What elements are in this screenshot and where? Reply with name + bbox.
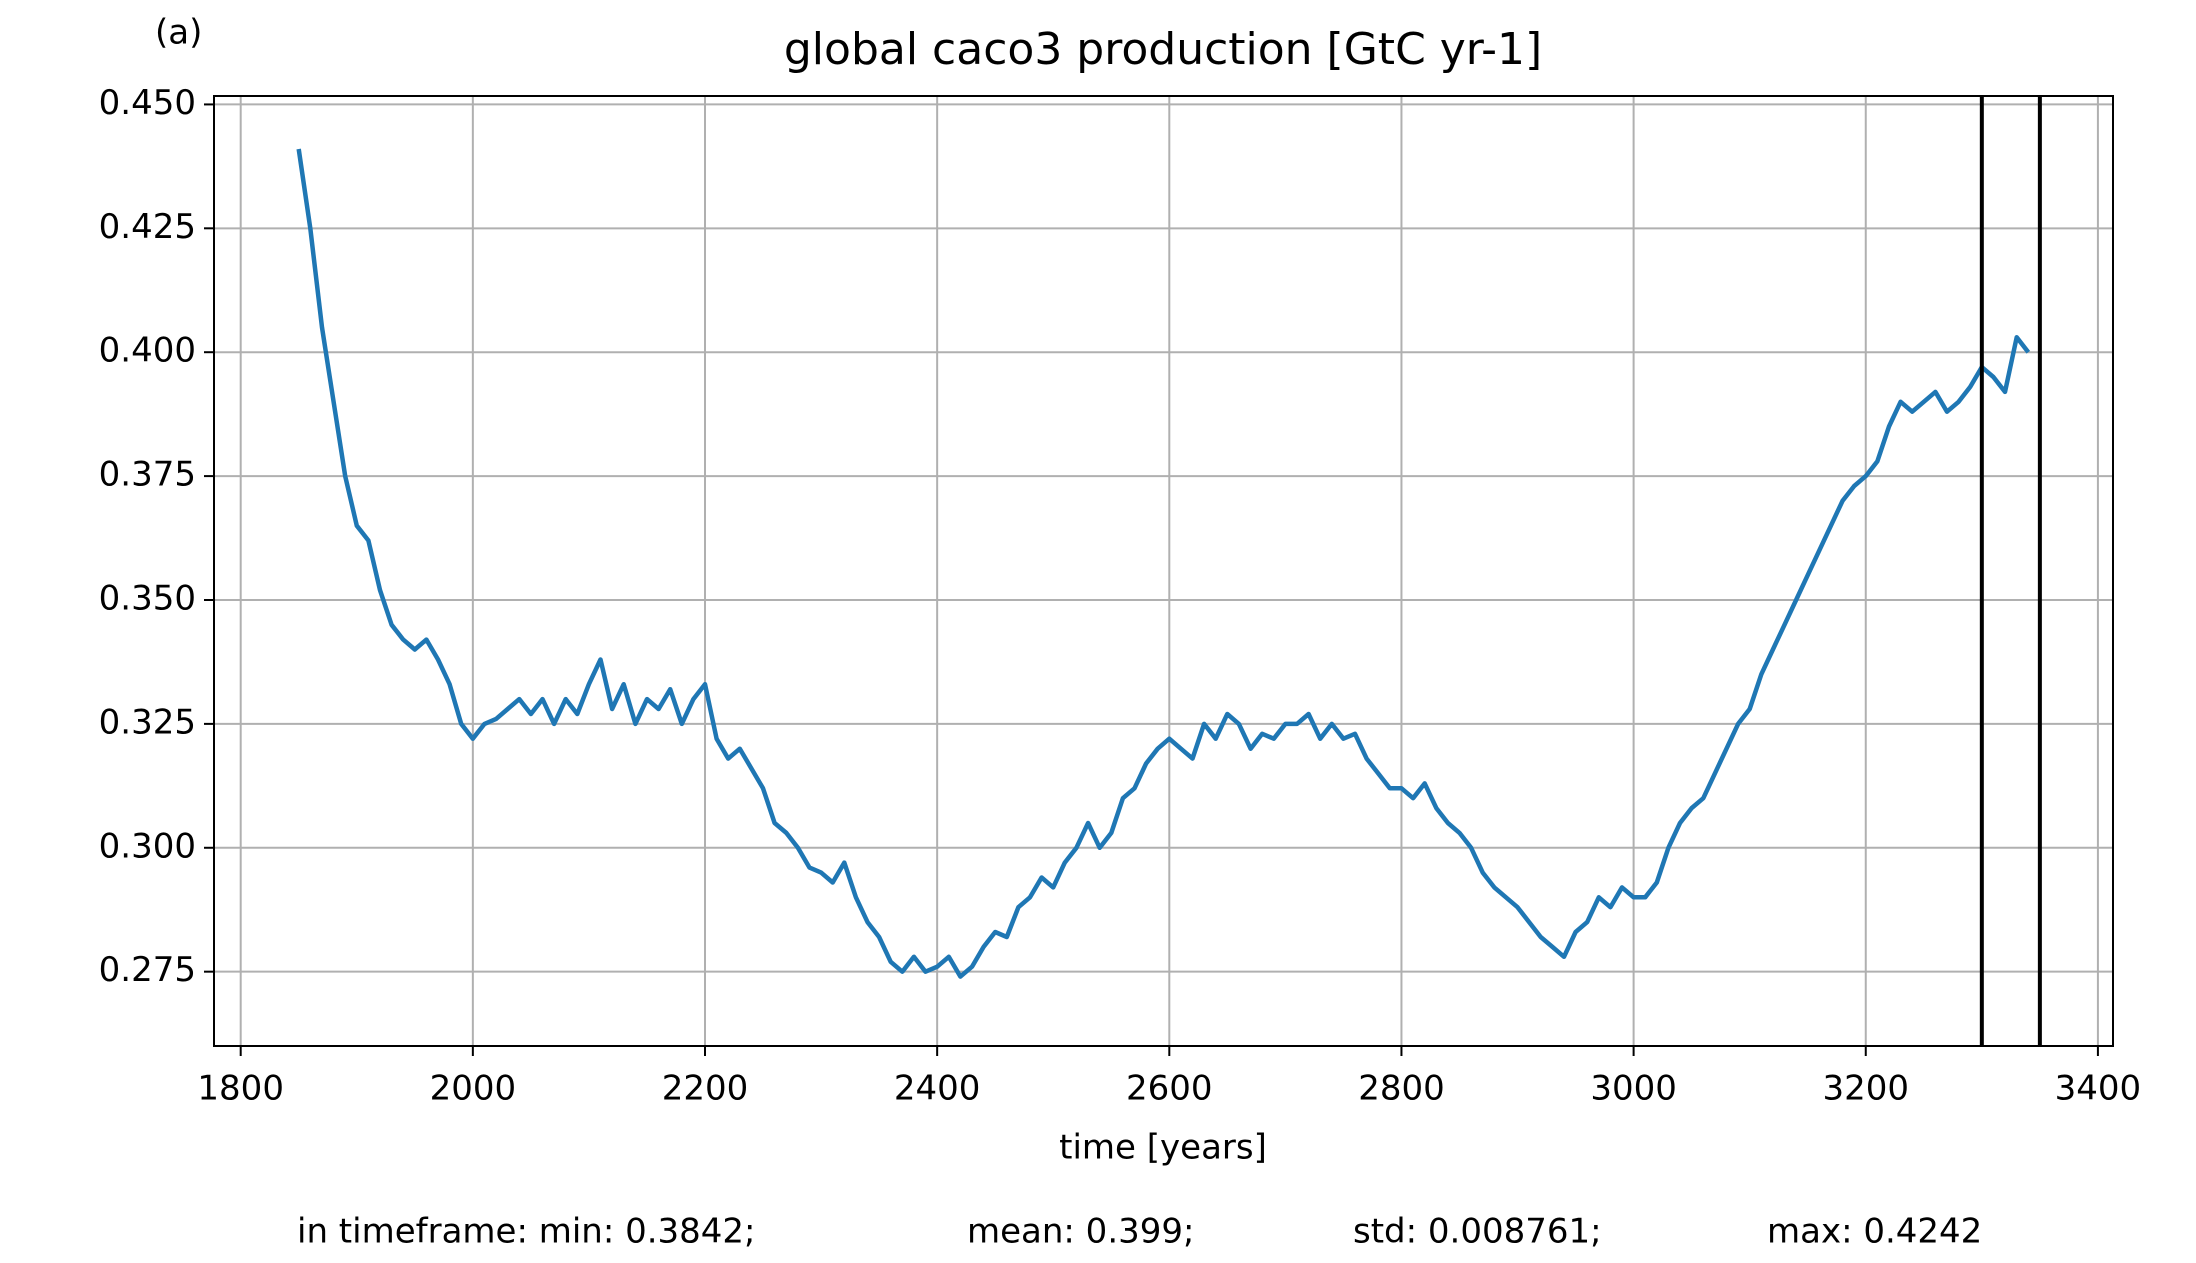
stats-text: max: 0.4242 <box>1767 1212 1982 1252</box>
stats-text: std: 0.008761; <box>1353 1212 1602 1252</box>
x-tick-label: 2600 <box>1126 1069 1213 1109</box>
chart-title: global caco3 production [GtC yr-1] <box>784 24 1542 75</box>
plot-frame <box>213 95 2114 1047</box>
y-tick-label: 0.425 <box>99 207 196 247</box>
y-tick-label: 0.450 <box>99 83 196 123</box>
x-tick-label: 3200 <box>1822 1069 1909 1109</box>
x-tick-label: 1800 <box>197 1069 284 1109</box>
x-tick-label: 2400 <box>894 1069 981 1109</box>
x-tick-label: 2200 <box>662 1069 749 1109</box>
y-tick-label: 0.325 <box>99 702 196 742</box>
x-tick-label: 2800 <box>1358 1069 1445 1109</box>
y-tick-label: 0.275 <box>99 950 196 990</box>
panel-label: (a) <box>155 13 202 53</box>
x-tick-label: 3000 <box>1590 1069 1677 1109</box>
x-tick-label: 2000 <box>430 1069 517 1109</box>
y-tick-label: 0.350 <box>99 578 196 618</box>
stats-text: in timeframe: min: 0.3842; <box>297 1212 756 1252</box>
data-line <box>296 148 2031 979</box>
stats-text: mean: 0.399; <box>967 1212 1194 1252</box>
y-tick-label: 0.400 <box>99 331 196 371</box>
x-tick-label: 3400 <box>2055 1069 2142 1109</box>
y-tick-label: 0.375 <box>99 455 196 495</box>
x-axis-label: time [years] <box>1059 1128 1267 1168</box>
y-tick-label: 0.300 <box>99 826 196 866</box>
